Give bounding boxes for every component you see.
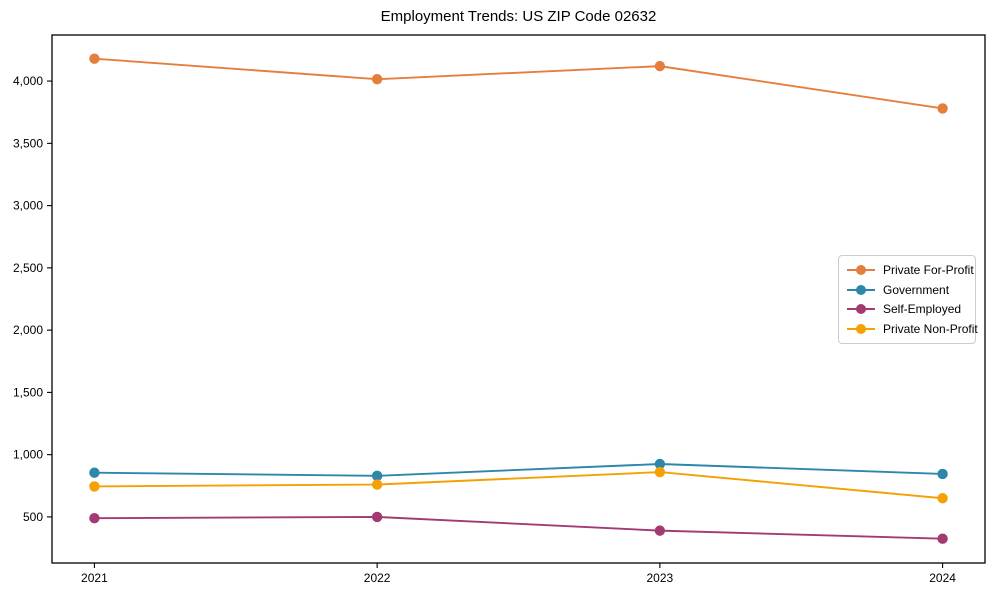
data-line-private-non-profit xyxy=(94,471,943,500)
data-point xyxy=(89,53,100,64)
legend-item-self-employed: Self-Employed xyxy=(846,300,968,319)
legend-line-marker-icon xyxy=(847,264,875,275)
data-point xyxy=(371,470,383,482)
y-tick-label: 3,000 xyxy=(13,199,43,213)
data-point xyxy=(371,511,383,523)
y-tick-label: 2,000 xyxy=(13,323,43,337)
y-tick-label: 2,500 xyxy=(13,261,43,275)
data-point xyxy=(937,103,948,114)
legend-item-government: Government xyxy=(846,280,968,299)
y-tick-label: 1,000 xyxy=(13,448,43,462)
data-line-government xyxy=(94,463,943,477)
data-point xyxy=(89,512,100,524)
legend-line-marker-icon xyxy=(847,324,875,335)
legend-line-marker-icon xyxy=(847,304,875,315)
data-point xyxy=(937,468,948,480)
data-point xyxy=(654,458,666,470)
data-point xyxy=(89,467,100,478)
data-point xyxy=(654,466,666,478)
legend-line-marker-icon xyxy=(847,284,875,295)
data-point xyxy=(654,525,666,536)
y-tick-label: 500 xyxy=(23,510,43,524)
y-tick-label: 3,500 xyxy=(13,136,43,150)
x-tick-label: 2022 xyxy=(364,571,391,585)
y-tick-label: 4,000 xyxy=(13,74,43,88)
data-point xyxy=(371,479,383,490)
data-line-self-employed xyxy=(94,515,943,540)
chart-title: Employment Trends: US ZIP Code 02632 xyxy=(380,8,657,25)
x-tick-label: 2024 xyxy=(929,571,956,585)
data-point xyxy=(654,60,666,72)
legend-label: Private Non-Profit xyxy=(883,322,978,337)
y-tick-label: 1,500 xyxy=(13,385,43,399)
legend-item-private-non-profit: Private Non-Profit xyxy=(846,320,978,339)
legend-label: Private For-Profit xyxy=(883,262,974,277)
x-tick-label: 2021 xyxy=(81,571,108,585)
legend-item-private-for-profit: Private For-Profit xyxy=(846,260,974,279)
legend: Private For-Profit Government Self-Emplo… xyxy=(838,255,978,344)
data-line-private-for-profit xyxy=(94,57,943,110)
plot-border xyxy=(51,34,986,564)
legend-label: Self-Employed xyxy=(883,302,962,317)
x-tick-label: 2023 xyxy=(647,571,674,585)
data-point xyxy=(371,74,383,85)
legend-label: Government xyxy=(883,282,950,297)
data-point xyxy=(937,493,948,504)
data-point xyxy=(937,533,948,544)
data-point xyxy=(89,481,100,492)
